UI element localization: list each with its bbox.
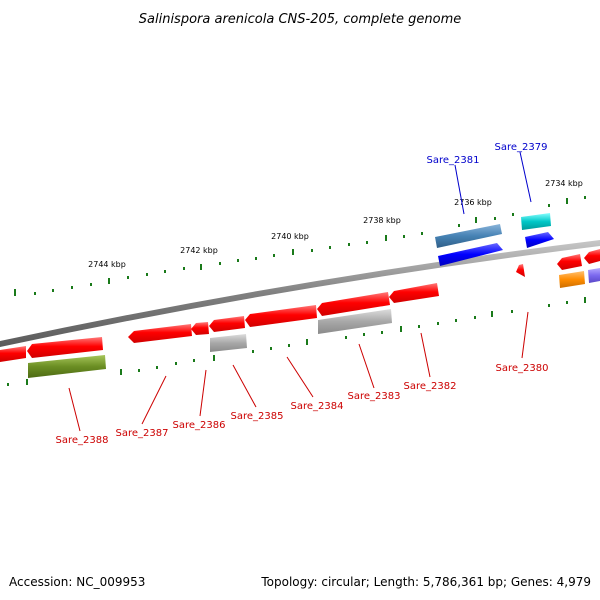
gene-blue-feature[interactable] — [438, 243, 503, 266]
label-sare-2384[interactable]: Sare_2384 — [291, 401, 344, 412]
gene-sare-2384-cds[interactable] — [245, 305, 317, 327]
gene-blue-small-feature[interactable] — [525, 232, 554, 248]
label-sare-2385[interactable]: Sare_2385 — [231, 411, 284, 422]
label-sare-2388[interactable]: Sare_2388 — [56, 435, 109, 446]
label-sare-2387[interactable]: Sare_2387 — [116, 428, 169, 439]
accession-text: Accession: NC_009953 — [9, 575, 145, 589]
label-sare-2381[interactable]: Sare_2381 — [427, 155, 480, 166]
tick-label-2734: 2734 kbp — [545, 179, 583, 188]
gene-sare-2379-feature[interactable] — [521, 213, 551, 230]
gene-sare-2381-feature[interactable] — [435, 224, 502, 248]
gene-orange-feature[interactable] — [559, 271, 585, 288]
inner-tick-ring — [7, 297, 586, 386]
label-sare-2379[interactable]: Sare_2379 — [495, 142, 548, 153]
tick-label-2742: 2742 kbp — [180, 246, 218, 255]
label-sare-2380[interactable]: Sare_2380 — [496, 363, 549, 374]
gene-sare-2386-cds[interactable] — [191, 322, 209, 335]
genome-backbone — [0, 240, 600, 347]
tick-label-2744: 2744 kbp — [88, 260, 126, 269]
gene-sare-2383-cds[interactable] — [317, 292, 390, 316]
label-sare-2382[interactable]: Sare_2382 — [404, 381, 457, 392]
gene-sare-2388-cds[interactable] — [27, 337, 103, 358]
gene-cds-right-2[interactable] — [584, 249, 600, 264]
gene-sare-2383-feature[interactable] — [318, 309, 392, 334]
tick-label-2736: 2736 kbp — [454, 198, 492, 207]
gene-sare-2387-cds[interactable] — [128, 324, 192, 343]
gene-sare-2385-cds[interactable] — [209, 316, 245, 332]
gene-cds-right-1[interactable] — [557, 254, 582, 270]
gene-sare-2380-feature[interactable] — [516, 264, 525, 277]
gene-sare-2388-feature[interactable] — [28, 355, 106, 378]
label-leaders — [68, 151, 532, 432]
map-title: Salinispora arenicola CNS-205, complete … — [139, 12, 461, 27]
tick-label-2738: 2738 kbp — [363, 216, 401, 225]
label-sare-2386[interactable]: Sare_2386 — [173, 420, 226, 431]
gene-sare-2382-cds[interactable] — [389, 283, 439, 303]
label-sare-2383[interactable]: Sare_2383 — [348, 391, 401, 402]
outer-tick-ring — [14, 196, 586, 296]
gene-sare-2385-feature[interactable] — [210, 334, 247, 352]
gene-cds-left-edge[interactable] — [0, 346, 26, 362]
genome-summary-text: Topology: circular; Length: 5,786,361 bp… — [260, 575, 591, 589]
gene-slateblue-feature[interactable] — [588, 268, 600, 283]
tick-label-2740: 2740 kbp — [271, 232, 309, 241]
